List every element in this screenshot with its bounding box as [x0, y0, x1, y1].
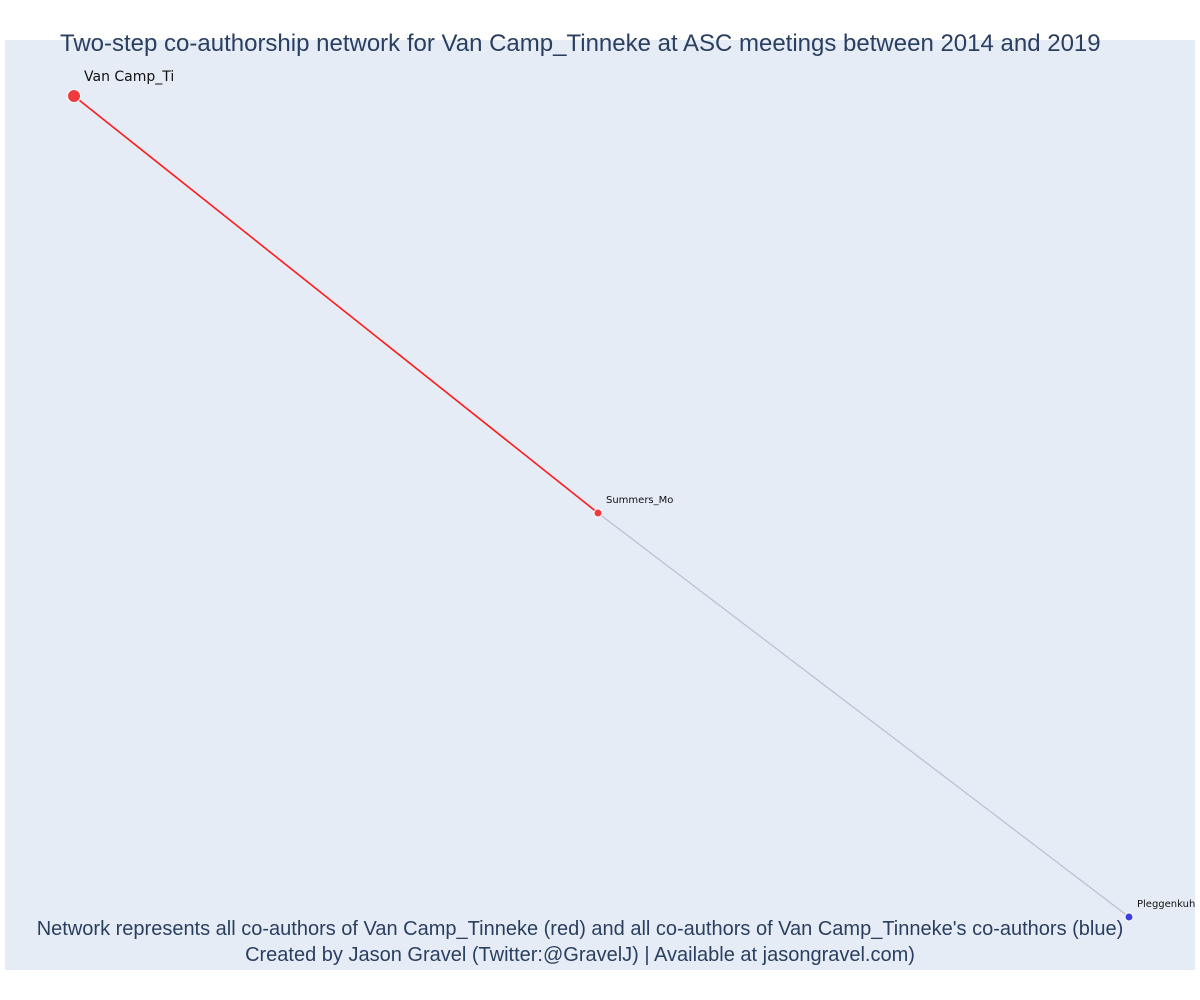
node-label-focal: Van Camp_Ti — [84, 69, 174, 85]
node-summers[interactable] — [593, 508, 603, 518]
node-focal[interactable] — [67, 89, 81, 103]
node-pleggenkuhle[interactable] — [1124, 912, 1134, 922]
edge-focal-summers — [73, 95, 599, 514]
node-label-summers: Summers_Mo — [606, 495, 673, 506]
chart-title: Two-step co-authorship network for Van C… — [60, 30, 1101, 57]
caption-description: Network represents all co-authors of Van… — [36, 918, 1124, 940]
node-label-pleggenkuhle: Pleggenkuhle — [1137, 899, 1200, 910]
caption-credit: Created by Jason Gravel (Twitter:@Gravel… — [245, 944, 915, 966]
edge-summers-pleggenkuhle — [597, 512, 1130, 918]
plot-area — [5, 40, 1195, 970]
